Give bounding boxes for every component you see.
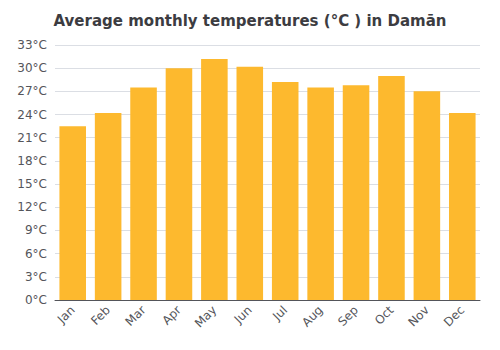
svg-text:0°C: 0°C	[25, 293, 47, 307]
svg-text:33°C: 33°C	[17, 38, 47, 52]
svg-text:12°C: 12°C	[17, 200, 47, 214]
svg-text:Sep: Sep	[335, 303, 361, 329]
svg-text:Feb: Feb	[88, 303, 113, 328]
svg-text:Jan: Jan	[54, 303, 78, 327]
svg-text:3°C: 3°C	[25, 270, 47, 284]
svg-text:Jun: Jun	[231, 303, 255, 327]
svg-text:9°C: 9°C	[25, 223, 47, 237]
svg-text:Apr: Apr	[159, 303, 184, 328]
svg-text:27°C: 27°C	[17, 84, 47, 98]
svg-text:Aug: Aug	[299, 303, 325, 329]
svg-text:30°C: 30°C	[17, 61, 47, 75]
svg-text:15°C: 15°C	[17, 177, 47, 191]
svg-text:Average monthly temperatures (: Average monthly temperatures (°C ) in Da…	[54, 12, 447, 30]
svg-text:Jul: Jul	[269, 303, 290, 324]
svg-text:Dec: Dec	[441, 303, 467, 329]
svg-text:24°C: 24°C	[17, 108, 47, 122]
svg-text:18°C: 18°C	[17, 154, 47, 168]
svg-text:Mar: Mar	[123, 303, 149, 329]
svg-text:Oct: Oct	[372, 303, 397, 328]
svg-text:21°C: 21°C	[17, 131, 47, 145]
svg-text:Nov: Nov	[405, 303, 431, 329]
svg-text:6°C: 6°C	[25, 247, 47, 261]
svg-text:May: May	[192, 303, 219, 330]
